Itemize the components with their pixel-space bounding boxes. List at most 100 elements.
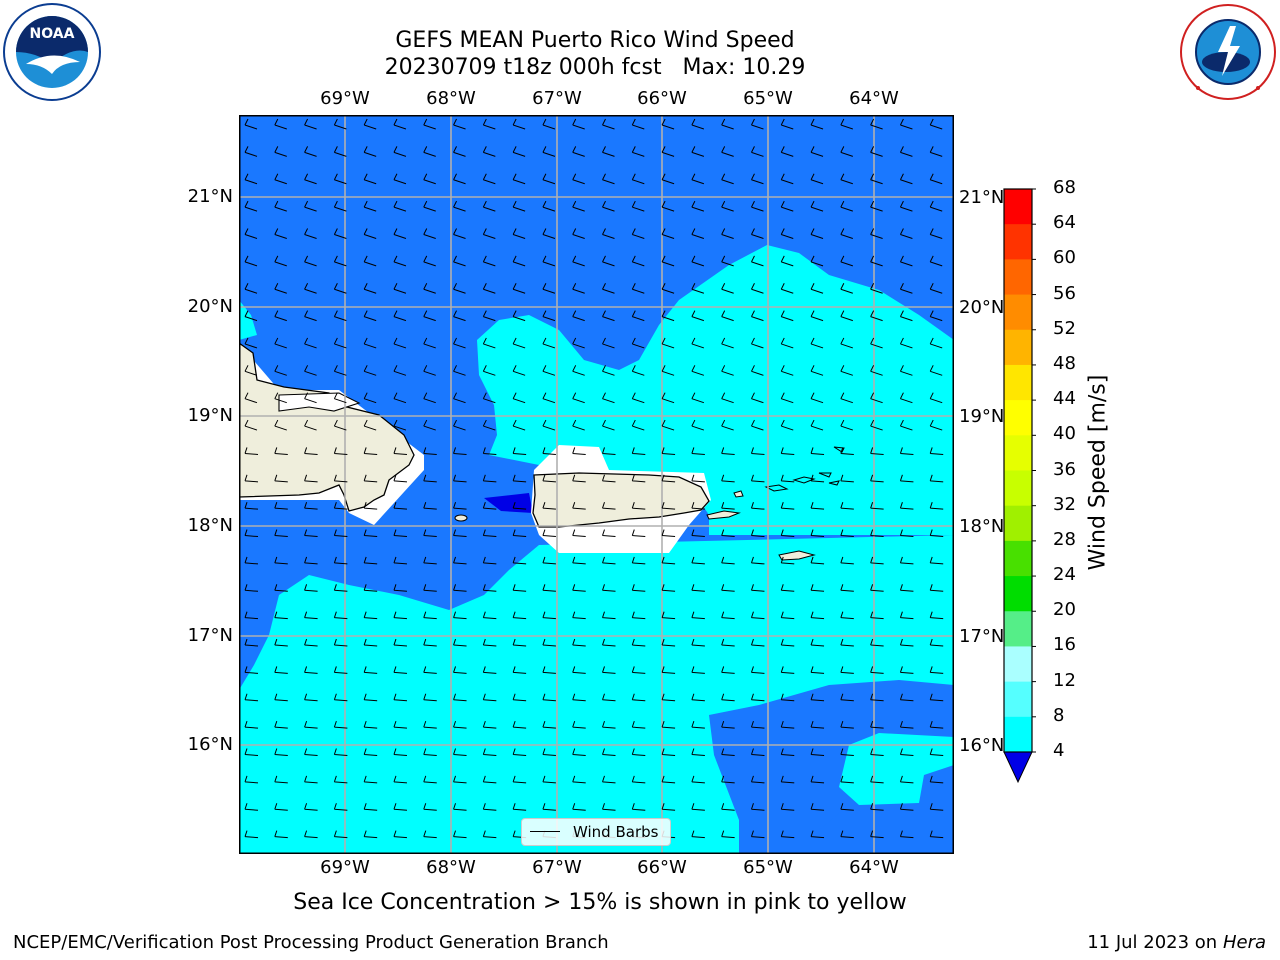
colorbar-band bbox=[1004, 540, 1032, 577]
wind-barb bbox=[631, 748, 646, 757]
wind-barb bbox=[810, 529, 825, 538]
wind-barb bbox=[691, 830, 705, 839]
wind-barb bbox=[840, 200, 853, 212]
wind-barb bbox=[482, 638, 497, 647]
wind-barb bbox=[929, 775, 944, 784]
wind-barb bbox=[542, 282, 556, 294]
wind-barb bbox=[750, 611, 765, 620]
wind-barb bbox=[721, 720, 735, 729]
wind-barb bbox=[929, 419, 943, 431]
wind-barb bbox=[363, 337, 377, 349]
wind-barb bbox=[721, 228, 734, 239]
wind-barb bbox=[244, 228, 258, 239]
wind-barb bbox=[512, 803, 527, 811]
wind-barb bbox=[393, 365, 407, 376]
wind-barb bbox=[482, 720, 497, 729]
wind-barb bbox=[482, 419, 496, 431]
lat-label-right: 16°N bbox=[959, 735, 1005, 756]
wind-speed-map bbox=[239, 115, 954, 854]
wind-barb bbox=[691, 365, 705, 376]
wind-barb bbox=[780, 447, 795, 455]
wind-barb bbox=[929, 502, 944, 510]
wind-barb bbox=[572, 419, 585, 431]
wind-barb bbox=[453, 200, 466, 212]
wind-barb bbox=[661, 748, 676, 757]
wind-barb bbox=[453, 748, 467, 757]
wind-barb bbox=[631, 474, 646, 483]
wind-barb bbox=[750, 748, 765, 757]
wind-barb bbox=[304, 638, 318, 647]
wind-barb bbox=[899, 775, 914, 784]
wind-barb bbox=[780, 337, 794, 349]
wind-barb bbox=[691, 775, 705, 784]
wind-barb bbox=[780, 611, 795, 620]
wind-barb bbox=[542, 584, 556, 592]
wind-barb bbox=[661, 502, 676, 510]
wind-barb bbox=[751, 282, 764, 294]
wind-barb bbox=[870, 584, 884, 592]
wind-barb bbox=[244, 337, 258, 349]
wind-barb bbox=[780, 173, 794, 185]
wind-barb bbox=[333, 611, 348, 620]
wind-barb bbox=[482, 611, 497, 620]
wind-barb bbox=[691, 611, 705, 620]
wind-barb bbox=[810, 118, 824, 130]
wind-barb bbox=[810, 666, 825, 674]
wind-barb bbox=[870, 337, 883, 349]
wind-barb bbox=[423, 365, 436, 376]
wind-barb bbox=[721, 638, 735, 647]
wind-barb bbox=[780, 228, 794, 239]
wind-barb bbox=[691, 693, 705, 702]
wind-barb bbox=[453, 556, 467, 565]
wind-barb bbox=[244, 173, 258, 185]
wind-barb bbox=[512, 584, 527, 592]
wind-barb bbox=[602, 803, 616, 811]
wind-barb bbox=[810, 502, 825, 510]
wind-barb bbox=[929, 666, 944, 674]
wind-barb bbox=[393, 584, 407, 592]
wind-barb bbox=[929, 200, 943, 212]
wind-barb bbox=[542, 419, 556, 431]
wind-barb bbox=[304, 228, 317, 239]
wind-barb bbox=[780, 529, 795, 538]
wind-barb bbox=[363, 365, 377, 376]
wind-barb bbox=[393, 447, 407, 455]
lat-label-left: 17°N bbox=[187, 625, 233, 646]
wind-barb bbox=[274, 310, 287, 322]
colorbar-band bbox=[1004, 294, 1032, 331]
wind-barb bbox=[542, 365, 556, 376]
wind-barb bbox=[870, 118, 883, 130]
wind-barb bbox=[691, 556, 705, 565]
wind-barb bbox=[274, 228, 287, 239]
wind-barb bbox=[810, 392, 824, 404]
wind-barb bbox=[333, 529, 348, 538]
wind-barb bbox=[661, 693, 676, 702]
wind-barb bbox=[780, 392, 794, 404]
wind-barb bbox=[333, 337, 347, 349]
wind-barb bbox=[542, 529, 556, 538]
wind-barb bbox=[512, 502, 527, 510]
wind-barb bbox=[899, 693, 914, 702]
wind-barb bbox=[840, 693, 854, 702]
wind-barb bbox=[512, 611, 527, 620]
wind-barb bbox=[304, 775, 318, 784]
colorbar-band bbox=[1004, 611, 1032, 647]
wind-barb bbox=[572, 173, 585, 185]
wind-barb bbox=[572, 638, 586, 647]
colorbar-band bbox=[1004, 576, 1032, 612]
wind-barb bbox=[870, 228, 883, 239]
wind-barb bbox=[810, 255, 824, 267]
wind-barb bbox=[274, 830, 288, 839]
wind-barb bbox=[363, 584, 378, 592]
lon-label-top: 68°W bbox=[426, 88, 476, 109]
wind-barb bbox=[899, 803, 914, 811]
wind-barb bbox=[482, 365, 496, 376]
wind-barb bbox=[453, 310, 466, 322]
lat-label-left: 16°N bbox=[187, 734, 233, 755]
svg-text:NOAA: NOAA bbox=[30, 26, 75, 42]
wind-barb bbox=[304, 502, 318, 510]
wind-barb bbox=[840, 310, 853, 322]
wind-barb bbox=[274, 337, 287, 349]
wind-barb bbox=[602, 666, 616, 674]
wind-barb bbox=[840, 173, 853, 185]
